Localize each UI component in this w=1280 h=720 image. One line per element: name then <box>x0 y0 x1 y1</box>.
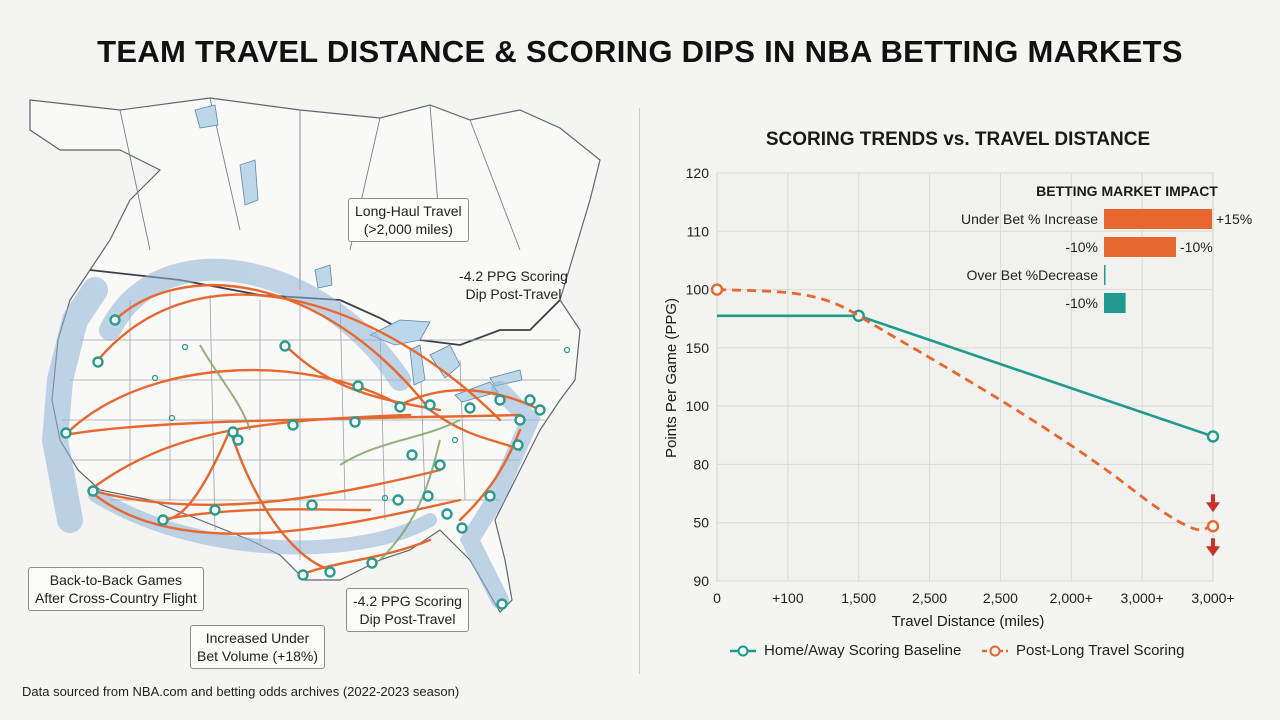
legend-item-baseline: Home/Away Scoring Baseline <box>728 642 961 659</box>
callout-line: Bet Volume (+18%) <box>197 648 319 664</box>
inset-bar <box>1104 237 1176 257</box>
callout-line: -4.2 PPG Scoring <box>353 593 462 609</box>
callout-line: Long-Haul Travel <box>355 203 462 219</box>
y-tick-label: 50 <box>693 515 709 531</box>
data-point-post-travel <box>1206 520 1220 533</box>
callout-line: (>2,000 miles) <box>363 221 453 237</box>
x-tick-label: 2,500 <box>912 590 947 606</box>
callout-dip-north: -4.2 PPG Scoring Dip Post-Travel <box>453 264 574 306</box>
callout-line: Dip Post-Travel <box>359 611 456 627</box>
legend-item-post-travel: Post-Long Travel Scoring <box>980 642 1184 659</box>
team-hubs <box>60 314 546 610</box>
inset-bar-label: -10% <box>1065 295 1098 311</box>
inset-title: BETTING MARKET IMPACT <box>1036 183 1218 199</box>
y-axis-label: Points Per Game (PPG) <box>663 298 680 458</box>
y-tick-label: 100 <box>686 282 710 298</box>
x-tick-label: 3,000+ <box>1121 590 1164 606</box>
y-tick-label: 100 <box>686 398 710 414</box>
callout-long-haul: Long-Haul Travel (>2,000 miles) <box>348 198 469 242</box>
drop-arrow-lower <box>1206 538 1220 557</box>
y-tick-label: 90 <box>693 573 709 589</box>
x-tick-label: 0 <box>713 590 721 606</box>
x-tick-label: 3,000+ <box>1191 590 1234 606</box>
panel-divider <box>639 108 640 674</box>
plot-area <box>716 172 1214 582</box>
callout-line: After Cross-Country Flight <box>35 590 197 606</box>
y-tick-label: 120 <box>686 165 710 181</box>
series-line-post-travel <box>716 288 1214 532</box>
callout-line: Back-to-Back Games <box>49 572 183 588</box>
legend-swatch-baseline <box>730 645 756 656</box>
callout-back-to-back: Back-to-Back Games After Cross-Country F… <box>28 567 204 611</box>
callout-under-volume: Increased Under Bet Volume (+18%) <box>190 625 326 669</box>
x-tick-label: 2,500 <box>983 590 1018 606</box>
inset-bar-label: Over Bet %Decrease <box>967 267 1099 283</box>
chart-legend: Home/Away Scoring Baseline Post-Long Tra… <box>728 642 1228 664</box>
y-tick-label: 110 <box>687 223 710 239</box>
legend-swatch-post-travel <box>982 645 1008 656</box>
callout-line: Dip Post-Travel <box>465 286 562 302</box>
x-tick-label: 1,500 <box>841 590 876 606</box>
inset-bar <box>1104 265 1106 285</box>
footnote: Data sourced from NBA.com and betting od… <box>22 684 460 699</box>
legend-label-baseline: Home/Away Scoring Baseline <box>764 642 962 659</box>
inset-bar-value: +15% <box>1216 211 1252 227</box>
callout-dip-south: -4.2 PPG Scoring Dip Post-Travel <box>346 588 469 632</box>
inset-bar-label: Under Bet % Increase <box>961 211 1098 227</box>
inset-bar-label: -10% <box>1065 239 1098 255</box>
callout-line: -4.2 PPG Scoring <box>459 268 568 284</box>
inset-bar <box>1104 293 1126 313</box>
y-tick-label: 150 <box>686 340 710 356</box>
data-point-baseline <box>1206 430 1220 443</box>
data-point-post-travel <box>710 283 724 296</box>
y-tick-label: 80 <box>693 456 709 472</box>
drop-arrow-upper <box>1206 494 1220 513</box>
inset-bar-value: -10% <box>1180 239 1213 255</box>
x-axis-label: Travel Distance (miles) <box>892 613 1045 630</box>
x-tick-label: 2,000+ <box>1050 590 1093 606</box>
callout-line: Increased Under <box>205 630 310 646</box>
travel-routes <box>63 284 542 577</box>
page-title: TEAM TRAVEL DISTANCE & SCORING DIPS IN N… <box>97 34 1183 69</box>
inset-bar <box>1104 209 1212 229</box>
legend-label-post-travel: Post-Long Travel Scoring <box>1016 642 1185 659</box>
scoring-trend-chart: 120 110 100 150 100 80 50 900 +100 1,500 2,500 2,50… <box>663 165 1252 630</box>
x-tick-label: +100 <box>772 590 804 606</box>
chart-title: SCORING TRENDS vs. TRAVEL DISTANCE <box>765 129 1151 150</box>
